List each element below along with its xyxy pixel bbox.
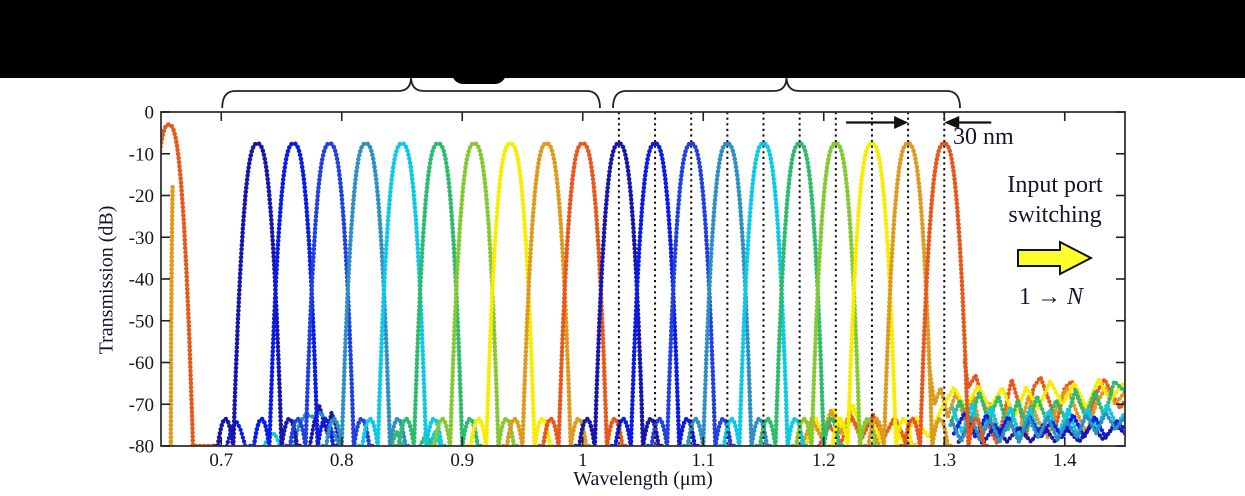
- y-tick-label-4: -40: [129, 270, 154, 291]
- input-switching-arrow-icon: [1017, 240, 1094, 276]
- noise-trace-5: [951, 410, 1125, 444]
- channel-curve-5: [356, 141, 448, 446]
- channel-curve-19: [862, 141, 954, 446]
- x-tick-label-0: 0.7: [209, 450, 233, 471]
- x-tick-label-1: 0.8: [330, 450, 354, 471]
- input-port-line2: switching: [1008, 202, 1102, 228]
- measure-arrow-right-head: [894, 116, 909, 129]
- noise-trace-11: [261, 431, 283, 446]
- port-range-label: 1 → N: [976, 284, 1126, 311]
- channel-curve-18: [826, 141, 918, 446]
- channel-curve-16: [754, 141, 846, 446]
- channel-curve-12: [609, 141, 701, 446]
- x-axis-title: Wavelength (μm): [573, 468, 713, 490]
- edge-order-peak: [161, 122, 215, 446]
- channel-curve-14: [681, 141, 773, 446]
- channel-curve-20: [898, 141, 990, 446]
- channel-curve-8: [464, 141, 557, 446]
- range-brace-1: [221, 76, 601, 109]
- input-port-switching-label: Input port switching: [976, 170, 1134, 230]
- y-tick-label-6: -60: [129, 353, 154, 374]
- range-brace-2: [612, 76, 961, 109]
- y-tick-label-0: 0: [145, 103, 155, 124]
- y-tick-label-2: -20: [129, 186, 154, 207]
- input-port-line1: Input port: [1007, 172, 1103, 198]
- channel-curve-7: [428, 141, 520, 446]
- y-tick-label-7: -70: [129, 395, 154, 416]
- x-tick-label-6: 1.3: [932, 450, 956, 471]
- redacted-header-bar: [0, 0, 1245, 84]
- channel-curve-10: [537, 141, 629, 446]
- x-tick-label-7: 1.4: [1053, 450, 1077, 471]
- x-tick-label-5: 1.2: [812, 450, 836, 471]
- y-tick-label-3: -30: [129, 228, 154, 249]
- channel-curve-1: [211, 141, 304, 446]
- y-axis-title: Transmission (dB): [95, 205, 118, 355]
- channel-curve-2: [247, 141, 340, 446]
- y-tick-label-5: -50: [129, 311, 154, 332]
- channel-spacing-label: 30 nm: [953, 124, 1014, 150]
- port-range-n: N: [1066, 284, 1083, 310]
- channel-curve-17: [790, 141, 882, 446]
- redacted-text-descender: [452, 60, 506, 84]
- x-tick-label-3: 1: [578, 450, 588, 471]
- channel-curve-11: [573, 141, 665, 446]
- channel-curve-13: [645, 141, 737, 446]
- channel-curve-9: [500, 141, 593, 446]
- y-tick-label-1: -10: [129, 144, 154, 165]
- channel-curve-6: [392, 141, 484, 446]
- channel-curve-15: [717, 141, 810, 446]
- y-tick-label-8: -80: [129, 437, 154, 458]
- noise-trace-7: [949, 410, 1125, 444]
- edge-order-trace: [168, 184, 175, 446]
- x-tick-label-2: 0.9: [450, 450, 474, 471]
- channel-curve-3: [284, 141, 376, 446]
- port-range-prefix: 1 →: [1018, 284, 1067, 310]
- noise-trace-3: [948, 379, 1125, 432]
- x-tick-label-4: 1.1: [691, 450, 715, 471]
- channel-curve-4: [320, 141, 412, 446]
- measure-arrow-left-head: [944, 116, 960, 129]
